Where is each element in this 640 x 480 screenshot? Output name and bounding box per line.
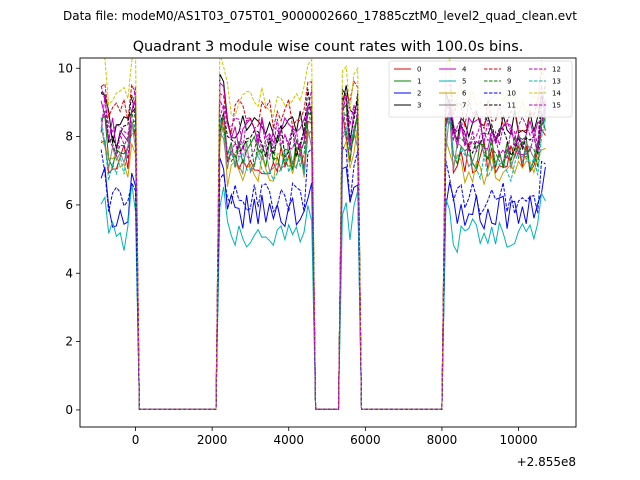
series-line-4 xyxy=(100,81,546,410)
legend-label-5: 5 xyxy=(462,78,466,86)
legend-label-6: 6 xyxy=(462,90,467,98)
legend-label-3: 3 xyxy=(417,102,421,110)
x-tick-label: 0 xyxy=(132,433,140,447)
x-tick-label: 2000 xyxy=(197,433,228,447)
y-tick-label: 0 xyxy=(65,403,73,417)
y-tick-label: 4 xyxy=(65,266,73,280)
series-line-7 xyxy=(100,112,546,410)
legend-label-0: 0 xyxy=(417,66,421,74)
series-line-3 xyxy=(100,73,546,410)
legend-label-4: 4 xyxy=(462,66,467,74)
y-axis: 0 2 4 6 8 10 xyxy=(58,61,80,417)
legend-label-7: 7 xyxy=(462,102,466,110)
series-line-9 xyxy=(100,98,546,410)
series-line-8 xyxy=(100,69,546,410)
series-line-11 xyxy=(100,83,546,410)
legend-label-9: 9 xyxy=(507,78,511,86)
series-line-15 xyxy=(100,96,546,410)
series-line-13 xyxy=(100,113,546,410)
y-tick-label: 2 xyxy=(65,335,73,349)
legend-label-13: 13 xyxy=(552,78,561,86)
series-line-2 xyxy=(100,157,546,410)
y-tick-label: 6 xyxy=(65,198,73,212)
x-tick-label: 8000 xyxy=(427,433,458,447)
x-tick-label: 10000 xyxy=(499,433,537,447)
series-line-5 xyxy=(100,183,546,410)
series-line-0 xyxy=(100,111,546,410)
series-line-1 xyxy=(100,103,546,410)
legend-label-12: 12 xyxy=(552,66,561,74)
y-tick-label: 10 xyxy=(58,61,73,75)
x-tick-label: 6000 xyxy=(350,433,381,447)
axes-frame xyxy=(79,57,577,428)
figure-suptitle: Data file: modeM0/AS1T03_075T01_90000026… xyxy=(63,9,577,23)
x-offset-label: +2.855e8 xyxy=(517,455,576,469)
y-tick-label: 8 xyxy=(65,130,73,144)
legend-label-1: 1 xyxy=(417,78,421,86)
legend-label-15: 15 xyxy=(552,102,561,110)
legend-label-8: 8 xyxy=(507,66,511,74)
x-axis: 0 2000 4000 6000 8000 10000 xyxy=(132,427,538,447)
legend-box xyxy=(388,60,573,118)
series-line-10 xyxy=(100,145,546,410)
x-tick-label: 4000 xyxy=(273,433,304,447)
legend-label-11: 11 xyxy=(507,102,516,110)
legend-label-2: 2 xyxy=(417,90,421,98)
series-line-12 xyxy=(100,85,546,410)
legend-label-10: 10 xyxy=(507,90,516,98)
legend-label-14: 14 xyxy=(552,90,561,98)
chart-title: Quadrant 3 module wise count rates with … xyxy=(133,39,524,55)
